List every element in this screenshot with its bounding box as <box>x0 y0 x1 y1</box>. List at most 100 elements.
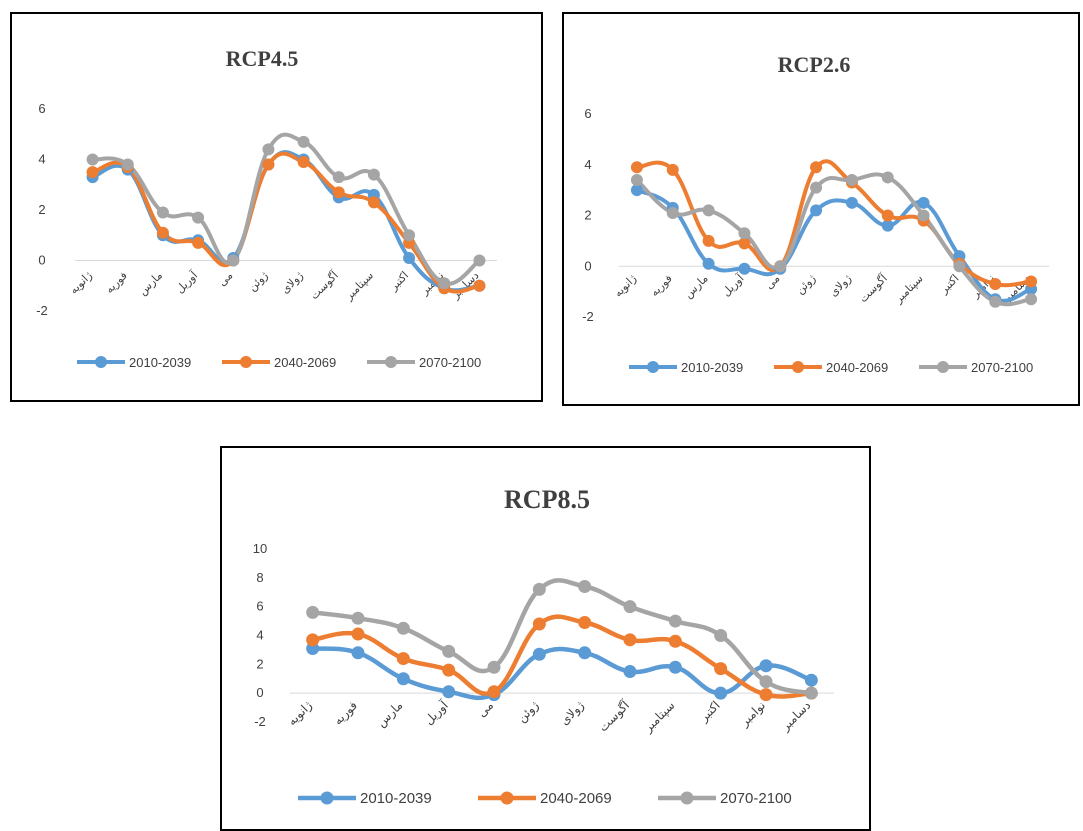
data-point <box>396 652 410 666</box>
data-point <box>367 196 380 209</box>
data-point <box>532 647 546 661</box>
data-point <box>917 196 930 209</box>
data-point <box>86 153 99 166</box>
chart-panel-rcp45: RCP4.5 -2 0 2 4 6 ژانویه فوریه مارس آوریل می ژوئن ژو… <box>10 12 543 402</box>
x-tick-label: آگوست <box>307 268 342 303</box>
y-tick-label: 2 <box>584 208 591 223</box>
x-tick-label: سپتامبر <box>342 269 376 303</box>
data-point <box>666 206 679 219</box>
y-tick-label: -2 <box>36 303 48 318</box>
data-point <box>623 665 637 679</box>
legend-label: 2070-2100 <box>971 360 1033 375</box>
data-point <box>917 209 930 222</box>
data-point <box>810 181 823 194</box>
data-point <box>881 209 894 222</box>
x-tick-label: ژوئن <box>515 698 543 726</box>
legend-label: 2040-2069 <box>274 355 336 370</box>
x-tick-label: فوریه <box>103 269 130 296</box>
x-tick-label: ژولای <box>278 269 305 296</box>
data-point <box>262 143 275 156</box>
x-tick-label: مارس <box>136 269 165 298</box>
legend-marker <box>792 361 804 373</box>
data-point <box>1025 293 1038 306</box>
data-point <box>738 227 751 240</box>
y-tick-label: 4 <box>256 628 263 643</box>
x-tick-label: آگوست <box>595 697 633 735</box>
legend-marker <box>240 356 252 368</box>
x-tick-label: آوریل <box>719 271 747 299</box>
legend-label: 2070-2100 <box>720 790 792 807</box>
data-point <box>403 251 416 264</box>
x-tick-label: ژولای <box>557 698 587 728</box>
data-point <box>306 633 320 647</box>
data-point <box>623 633 637 647</box>
data-point <box>121 158 134 171</box>
series-line-2010-2039 <box>90 150 482 293</box>
data-point <box>396 621 410 635</box>
data-point <box>442 644 456 658</box>
legend-label: 2040-2069 <box>826 360 888 375</box>
x-tick-label: ژانویه <box>67 269 95 297</box>
data-point <box>1025 275 1038 288</box>
y-tick-label: 4 <box>584 157 591 172</box>
data-point <box>702 257 715 270</box>
data-point <box>759 659 773 673</box>
data-point <box>306 605 320 619</box>
data-point <box>473 279 486 292</box>
y-tick-label: 2 <box>38 202 45 217</box>
x-tick-label: اکتبر <box>696 698 724 726</box>
data-point <box>668 660 682 674</box>
data-point <box>351 611 365 625</box>
data-point <box>774 260 787 273</box>
data-point <box>578 579 592 593</box>
data-point <box>714 686 728 700</box>
x-tick-label: فوریه <box>648 272 675 299</box>
x-tick-label: آگوست <box>856 271 891 306</box>
data-point <box>487 685 501 699</box>
x-tick-label: ژانویه <box>611 272 639 300</box>
data-point <box>442 685 456 699</box>
data-point <box>630 173 643 186</box>
y-tick-label: 6 <box>584 106 591 121</box>
y-tick-label: 0 <box>38 253 45 268</box>
data-point <box>297 135 310 148</box>
legend-marker <box>937 361 949 373</box>
data-point <box>156 206 169 219</box>
data-point <box>668 634 682 648</box>
legend-marker <box>647 361 659 373</box>
x-tick-label: دسامبر <box>778 698 815 735</box>
data-point <box>702 204 715 217</box>
chart-panel-rcp85: RCP8.5 -2 0 2 4 6 8 10 ژانویه فوریه مارس آوریل می ژوئ… <box>220 446 871 831</box>
data-point <box>714 629 728 642</box>
y-tick-label: 2 <box>256 656 263 671</box>
data-point <box>623 600 637 614</box>
data-point <box>668 614 682 628</box>
x-tick-label: آوریل <box>173 268 201 296</box>
data-point <box>810 204 823 217</box>
data-point <box>989 278 1002 291</box>
data-point <box>351 646 365 660</box>
chart-title: RCP4.5 <box>226 46 299 71</box>
data-point <box>989 295 1002 308</box>
data-point <box>881 171 894 184</box>
data-point <box>845 173 858 186</box>
data-point <box>953 260 966 273</box>
chart-title: RCP2.6 <box>778 52 851 77</box>
x-tick-label: می <box>475 698 497 720</box>
data-point <box>804 673 818 687</box>
legend-marker <box>385 356 397 368</box>
data-point <box>630 161 643 174</box>
x-tick-label: مارس <box>682 272 711 301</box>
legend-marker <box>500 791 514 805</box>
data-point <box>403 229 416 242</box>
legend-marker <box>320 791 334 805</box>
y-tick-label: 4 <box>38 152 45 167</box>
x-tick-label: سپتامبر <box>640 698 678 736</box>
data-point <box>487 660 501 674</box>
legend-label: 2010-2039 <box>360 790 432 807</box>
chart-panel-rcp26: RCP2.6 -2 0 2 4 6 ژانویه فوریه مارس آوریل می ژوئن ژو… <box>562 12 1080 406</box>
legend-label: 2070-2100 <box>419 355 481 370</box>
data-point <box>759 688 773 702</box>
x-tick-label: ژولای <box>827 272 854 299</box>
